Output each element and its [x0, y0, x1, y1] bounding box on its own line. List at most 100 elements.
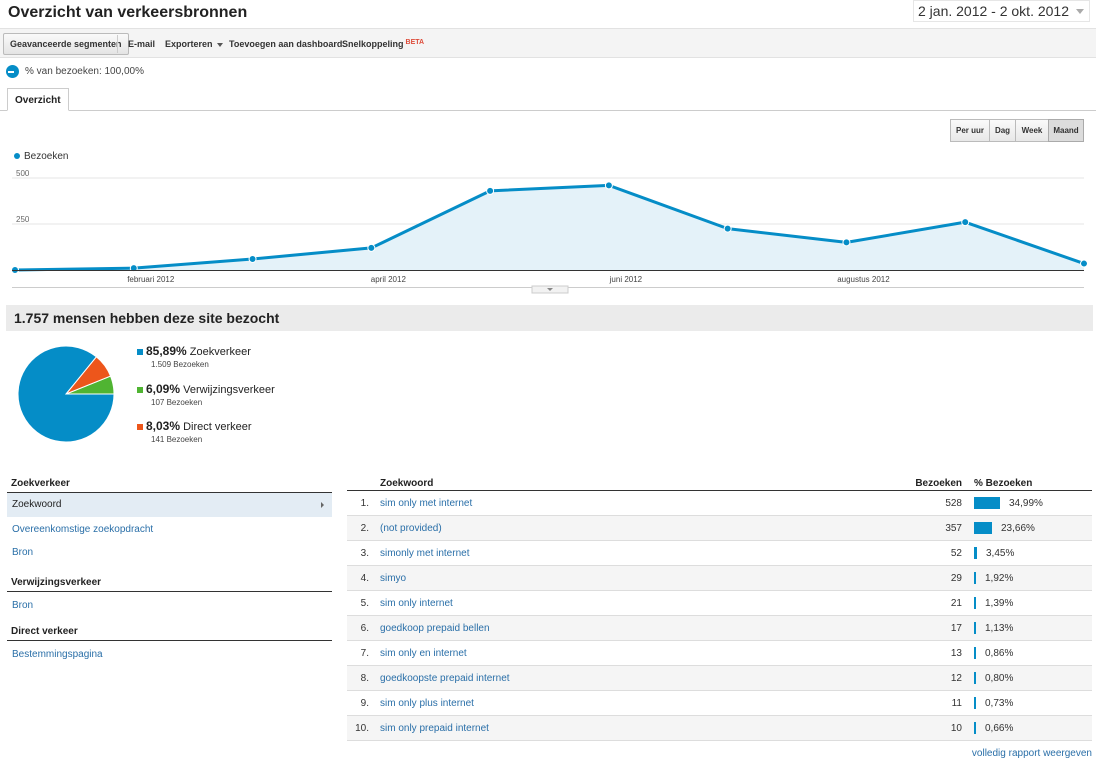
row-visits: 528 — [945, 498, 962, 509]
row-visits: 21 — [950, 598, 962, 609]
row-keyword-link[interactable]: sim only internet — [380, 598, 453, 609]
date-range-picker[interactable]: 2 jan. 2012 - 2 okt. 2012 — [913, 0, 1090, 22]
pie-sub: 107 Bezoeken — [151, 398, 203, 407]
col-keyword-header[interactable]: Zoekwoord — [380, 478, 434, 489]
col-visits-header[interactable]: Bezoeken — [915, 478, 962, 489]
report-toolbar: Geavanceerde segmenten E-mail Exporteren… — [0, 28, 1096, 58]
col-pct-header[interactable]: % Bezoeken — [974, 478, 1033, 489]
row-keyword-link[interactable]: simyo — [380, 573, 407, 584]
legend-swatch-icon — [137, 387, 143, 394]
row-keyword-link[interactable]: simonly met internet — [380, 548, 470, 559]
table-row: 5. sim only internet 21 1,39% — [347, 591, 1092, 616]
table-row: 1. sim only met internet 528 34,99% — [347, 491, 1092, 516]
row-keyword-link[interactable]: sim only met internet — [380, 498, 473, 509]
x-tick-label: juni 2012 — [609, 275, 643, 284]
tab-divider — [0, 110, 1096, 111]
export-button[interactable]: Exporteren — [165, 39, 223, 49]
table-row: 8. goedkoopste prepaid internet 12 0,80% — [347, 666, 1092, 691]
period-month-button[interactable]: Maand — [1048, 119, 1084, 142]
nav-item-keyword[interactable]: Zoekwoord — [7, 493, 332, 517]
series-line — [14, 183, 1085, 272]
row-visits: 357 — [945, 523, 962, 534]
data-point[interactable] — [723, 224, 732, 233]
advanced-segments-button[interactable]: Geavanceerde segmenten — [3, 33, 129, 55]
period-day-button[interactable]: Dag — [989, 119, 1016, 142]
row-pct: 0,73% — [985, 698, 1014, 709]
row-share-bar — [974, 572, 976, 584]
row-keyword-link[interactable]: sim only plus internet — [380, 698, 474, 709]
row-share-bar — [974, 597, 976, 609]
row-visits: 11 — [951, 698, 962, 709]
pie-label: Zoekverkeer — [189, 346, 251, 358]
x-tick-label: februari 2012 — [127, 275, 175, 284]
nav-item-referral-source[interactable]: Bron — [12, 600, 34, 611]
summary-heading: 1.757 mensen hebben deze site bezocht — [6, 305, 1093, 331]
row-keyword-link[interactable]: sim only en internet — [380, 648, 467, 659]
row-visits: 10 — [950, 723, 962, 734]
left-nav-direct: Direct verkeer Bestemmingspagina — [7, 626, 332, 660]
row-rank: 7. — [360, 648, 369, 659]
add-to-dashboard-button[interactable]: Toevoegen aan dashboard — [229, 39, 343, 49]
pie-label: Direct verkeer — [183, 421, 252, 433]
table-row: 7. sim only en internet 13 0,86% — [347, 641, 1092, 666]
email-button[interactable]: E-mail — [128, 39, 156, 49]
row-rank: 4. — [360, 573, 369, 584]
row-keyword-link[interactable]: sim only prepaid internet — [380, 723, 489, 734]
row-visits: 29 — [950, 573, 962, 584]
table-row: 6. goedkoop prepaid bellen 17 1,13% — [347, 616, 1092, 641]
data-point[interactable] — [842, 238, 851, 247]
legend-series-label: Bezoeken — [24, 151, 69, 162]
row-pct: 0,80% — [985, 673, 1014, 684]
data-point[interactable] — [1080, 259, 1088, 268]
row-share-bar — [974, 522, 992, 534]
table-header: Zoekwoord Bezoeken % Bezoeken — [347, 476, 1092, 491]
period-hour-button[interactable]: Per uur — [950, 119, 990, 142]
row-rank: 5. — [360, 598, 369, 609]
pie-legend-search: 85,89% Zoekverkeer 1.509 Bezoeken — [137, 344, 251, 369]
visits-chart: 500 250 februari 2012 april 2012 juni 2012 au… — [11, 169, 1088, 294]
row-pct: 3,45% — [986, 548, 1015, 559]
series-area — [15, 185, 1084, 270]
nav-item-search-source[interactable]: Bron — [12, 547, 34, 558]
row-visits: 13 — [950, 648, 962, 659]
nav-item-matched-query[interactable]: Overeenkomstige zoekopdracht — [12, 524, 154, 535]
segment-label: % van bezoeken: 100,00% — [25, 66, 144, 78]
data-point[interactable] — [248, 254, 257, 263]
table-row: 9. sim only plus internet 11 0,73% — [347, 691, 1092, 716]
nav-heading-search: Zoekverkeer — [7, 478, 332, 493]
pie-pct: 8,03% — [146, 419, 181, 433]
data-point[interactable] — [486, 186, 495, 195]
period-week-button[interactable]: Week — [1015, 119, 1049, 142]
shortcut-button[interactable]: Snelkoppeling BETA — [342, 39, 424, 49]
data-point[interactable] — [961, 218, 970, 227]
row-pct: 1,92% — [985, 573, 1014, 584]
pie-label: Verwijzingsverkeer — [183, 384, 275, 396]
nav-item-landing-page[interactable]: Bestemmingspagina — [12, 649, 103, 660]
row-pct: 0,86% — [985, 648, 1014, 659]
page-title: Overzicht van verkeersbronnen — [8, 4, 248, 21]
row-pct: 1,39% — [985, 598, 1014, 609]
segment-indicator[interactable]: % van bezoeken: 100,00% — [6, 65, 144, 78]
row-rank: 6. — [360, 623, 369, 634]
data-point[interactable] — [367, 243, 376, 252]
tab-overview[interactable]: Overzicht — [7, 88, 69, 111]
row-keyword-link[interactable]: goedkoopste prepaid internet — [380, 673, 510, 684]
pie-slice — [17, 345, 115, 443]
row-rank: 8. — [360, 673, 369, 684]
row-pct: 1,13% — [985, 623, 1014, 634]
legend-swatch-icon — [137, 349, 143, 356]
data-point[interactable] — [129, 264, 138, 273]
nav-item-label: Zoekwoord — [12, 499, 62, 510]
row-keyword-link[interactable]: goedkoop prepaid bellen — [380, 623, 490, 634]
row-visits: 12 — [950, 673, 962, 684]
chevron-right-icon — [321, 502, 324, 508]
full-report-link[interactable]: volledig rapport weergeven — [971, 748, 1092, 759]
keyword-table: Zoekwoord Bezoeken % Bezoeken 1. sim only… — [347, 476, 1092, 741]
row-pct: 0,66% — [985, 723, 1014, 734]
row-keyword-link[interactable]: (not provided) — [380, 523, 442, 534]
row-share-bar — [974, 547, 977, 559]
y-tick-label: 250 — [16, 215, 30, 224]
chart-resize-handle[interactable] — [531, 285, 569, 294]
data-point[interactable] — [604, 181, 613, 190]
row-share-bar — [974, 622, 976, 634]
